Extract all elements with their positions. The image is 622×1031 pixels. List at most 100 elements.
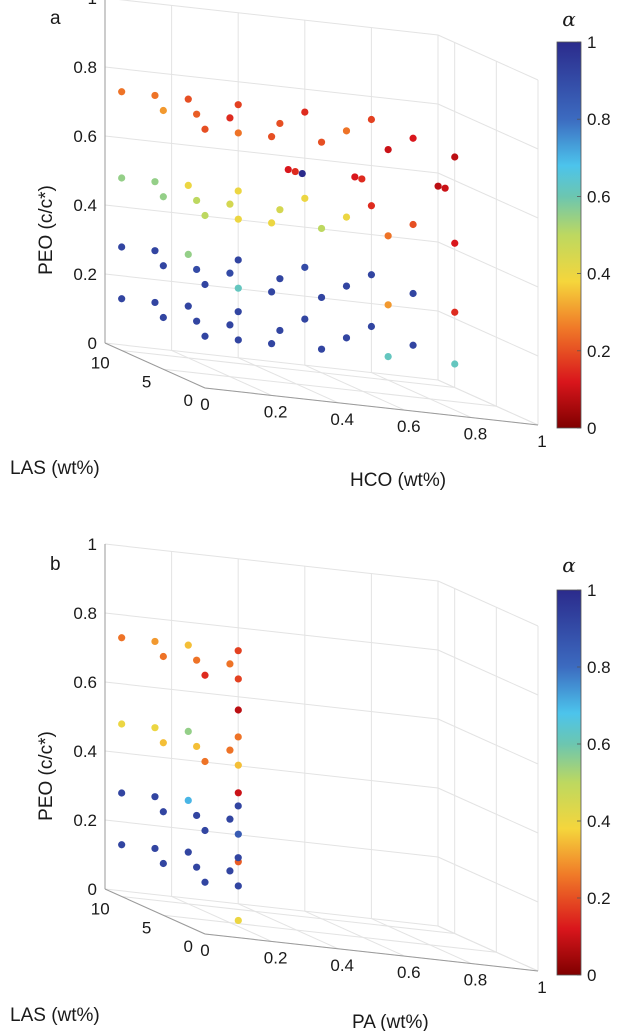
data-point xyxy=(317,293,326,302)
data-point xyxy=(234,256,242,264)
data-point xyxy=(184,796,192,805)
z-tick-label: 0.8 xyxy=(73,58,97,77)
data-point xyxy=(317,345,326,353)
y-axis-label: LAS (wt%) xyxy=(10,458,100,479)
data-point xyxy=(351,173,359,181)
data-point xyxy=(118,634,126,642)
data-point xyxy=(159,193,167,201)
colorbar: 0 0.2 0.4 0.6 0.8 1 xyxy=(556,581,611,985)
data-point xyxy=(384,301,392,309)
y-tick-label: 5 xyxy=(142,918,151,937)
data-point xyxy=(276,206,284,214)
grid-line xyxy=(121,896,455,934)
data-point xyxy=(184,641,192,649)
grid-line xyxy=(171,895,272,942)
grid-line xyxy=(171,349,272,396)
data-point xyxy=(367,202,376,210)
data-point xyxy=(268,219,276,227)
x-tick-label: 0.6 xyxy=(397,417,421,436)
data-point xyxy=(151,724,159,732)
data-point xyxy=(201,757,209,766)
z-tick-label: 0.4 xyxy=(73,742,97,761)
data-point xyxy=(317,138,326,146)
z-tick-label: 0.6 xyxy=(73,673,97,692)
data-point xyxy=(151,637,159,646)
data-point xyxy=(118,88,126,96)
data-point xyxy=(342,282,351,290)
data-point xyxy=(226,660,234,668)
data-point xyxy=(268,133,276,141)
data-point xyxy=(268,340,276,348)
grid-line xyxy=(104,342,439,381)
colorbar-tick-label: 1 xyxy=(587,33,596,52)
colorbar: 0 0.2 0.4 0.6 0.8 1 xyxy=(556,33,611,438)
grid-line xyxy=(371,372,472,419)
data-point xyxy=(268,288,276,296)
data-point xyxy=(184,727,192,736)
grid-line xyxy=(437,856,539,903)
data-point xyxy=(159,262,167,270)
grid-line xyxy=(237,903,339,950)
data-point xyxy=(151,247,159,255)
colorbar-gradient xyxy=(556,589,582,976)
data-point xyxy=(159,859,167,868)
data-point xyxy=(276,275,284,283)
colorbar-tick-label: 0.4 xyxy=(587,265,611,284)
z-tick-label: 0.8 xyxy=(73,604,97,623)
z-tick-label: 0.2 xyxy=(73,811,97,830)
colorbar-tick-label: 0.4 xyxy=(587,812,611,831)
y-tick-label: 5 xyxy=(142,372,151,391)
grid-line xyxy=(163,914,497,953)
grid-line xyxy=(104,612,439,651)
data-point xyxy=(409,341,417,349)
data-point xyxy=(234,706,242,714)
data-point xyxy=(234,882,242,890)
data-point xyxy=(201,878,209,886)
colorbar-tick-label: 0.6 xyxy=(587,735,611,754)
grid-line xyxy=(104,750,439,789)
colorbar-tick-label: 0 xyxy=(587,419,596,438)
data-point xyxy=(367,322,376,331)
data-point xyxy=(184,302,192,310)
y-tick-label: 0 xyxy=(184,391,193,410)
x-axis-line xyxy=(204,387,539,426)
data-point xyxy=(159,106,167,115)
grid-line xyxy=(121,350,455,388)
x-tick-label: 1 xyxy=(537,978,546,997)
data-point xyxy=(276,326,284,335)
data-point xyxy=(193,110,201,118)
data-point xyxy=(193,196,201,205)
colorbar-title: α xyxy=(562,553,576,577)
data-point xyxy=(151,178,159,186)
x-tick-label: 0 xyxy=(200,941,209,960)
data-point xyxy=(151,793,159,801)
grid xyxy=(104,543,539,972)
x-tick-label: 0.4 xyxy=(330,410,354,429)
grid-line xyxy=(304,364,406,411)
data-point xyxy=(151,844,159,853)
data-point xyxy=(118,841,126,849)
grid-line xyxy=(437,925,539,972)
z-tick-label: 1 xyxy=(88,0,97,8)
data-point xyxy=(298,169,306,178)
x-tick-label: 0.4 xyxy=(330,956,354,975)
data-point xyxy=(234,284,242,292)
data-point xyxy=(384,146,392,154)
grid-line xyxy=(371,918,472,965)
grid xyxy=(104,0,539,426)
data-point xyxy=(184,181,192,189)
data-point xyxy=(301,194,309,202)
grid-line xyxy=(437,310,539,357)
data-point xyxy=(234,129,242,137)
grid-line xyxy=(237,357,339,404)
data-point xyxy=(234,215,242,223)
grid-line xyxy=(104,819,439,858)
z-axis-label: PEO (c/c*) xyxy=(36,731,57,821)
grid-line xyxy=(437,241,539,288)
data-point xyxy=(159,808,167,816)
data-point xyxy=(234,733,242,741)
data-point xyxy=(226,746,234,754)
